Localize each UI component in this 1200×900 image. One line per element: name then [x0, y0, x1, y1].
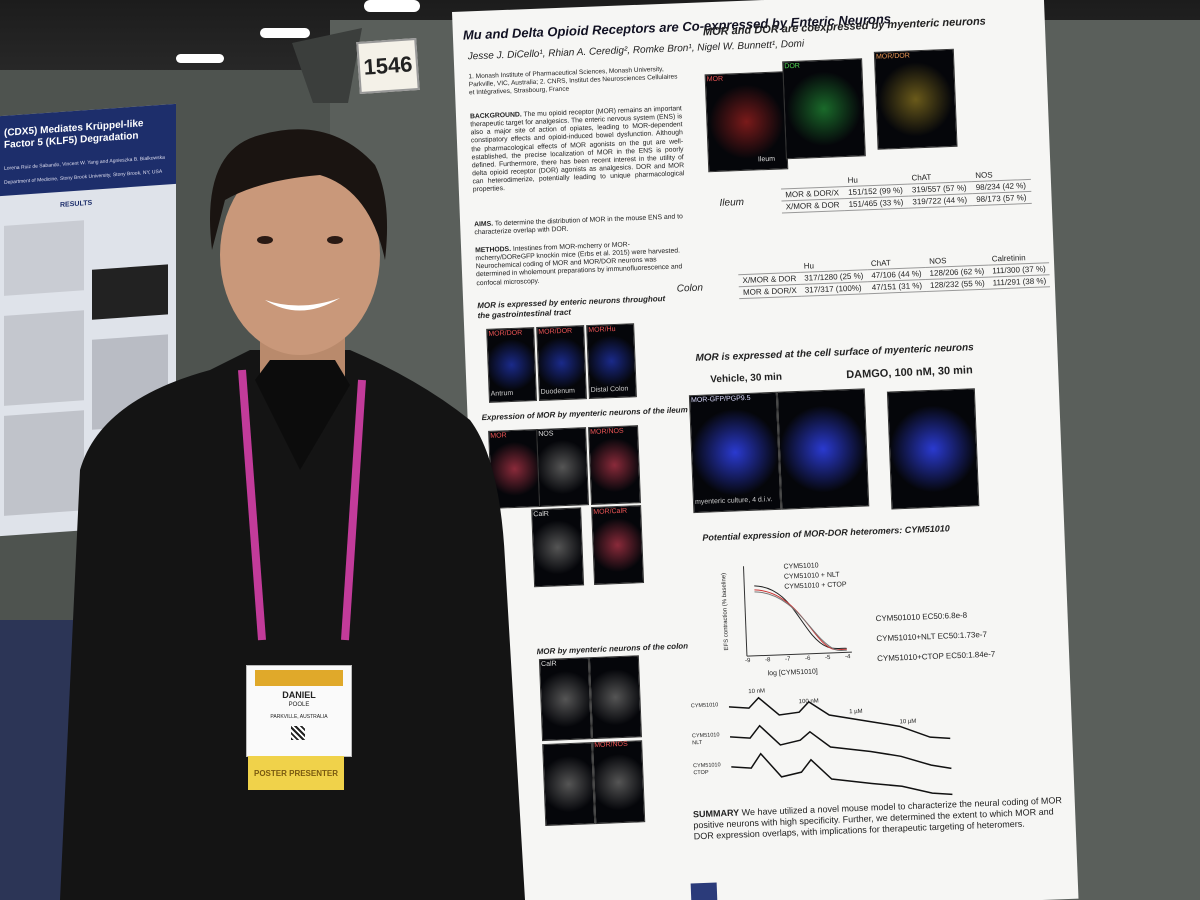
badge-location: PARKVILLE, AUSTRALIA [270, 714, 328, 720]
face [220, 155, 380, 355]
badge-ribbon: POSTER PRESENTER [248, 756, 344, 790]
lanyard [341, 379, 366, 641]
trace [728, 696, 951, 740]
curve [754, 585, 847, 650]
main-poster: Mu and Delta Opioid Receptors are Co-exp… [452, 0, 1079, 900]
qr-code [291, 726, 305, 740]
shirt [60, 350, 525, 900]
light [176, 54, 224, 63]
dose-response-chart [742, 566, 852, 657]
smile [265, 298, 340, 311]
trace [729, 724, 952, 770]
hair [210, 129, 388, 260]
axis [742, 566, 748, 657]
badge: DANIEL POOLE PARKVILLE, AUSTRALIA [246, 665, 352, 757]
lanyard [238, 369, 266, 641]
light [260, 28, 310, 38]
badge-last-name: POOLE [288, 702, 310, 708]
curve [754, 589, 847, 651]
badge-first-name: DANIEL [282, 690, 316, 700]
eye [327, 236, 343, 244]
traces [728, 696, 953, 796]
undershirt [255, 360, 350, 470]
badge-banner [255, 670, 343, 686]
eye [257, 236, 273, 244]
axis [746, 651, 852, 657]
curve [754, 591, 847, 652]
trace [731, 752, 953, 796]
light [364, 0, 420, 12]
ribbon-text: POSTER PRESENTER [253, 768, 338, 778]
